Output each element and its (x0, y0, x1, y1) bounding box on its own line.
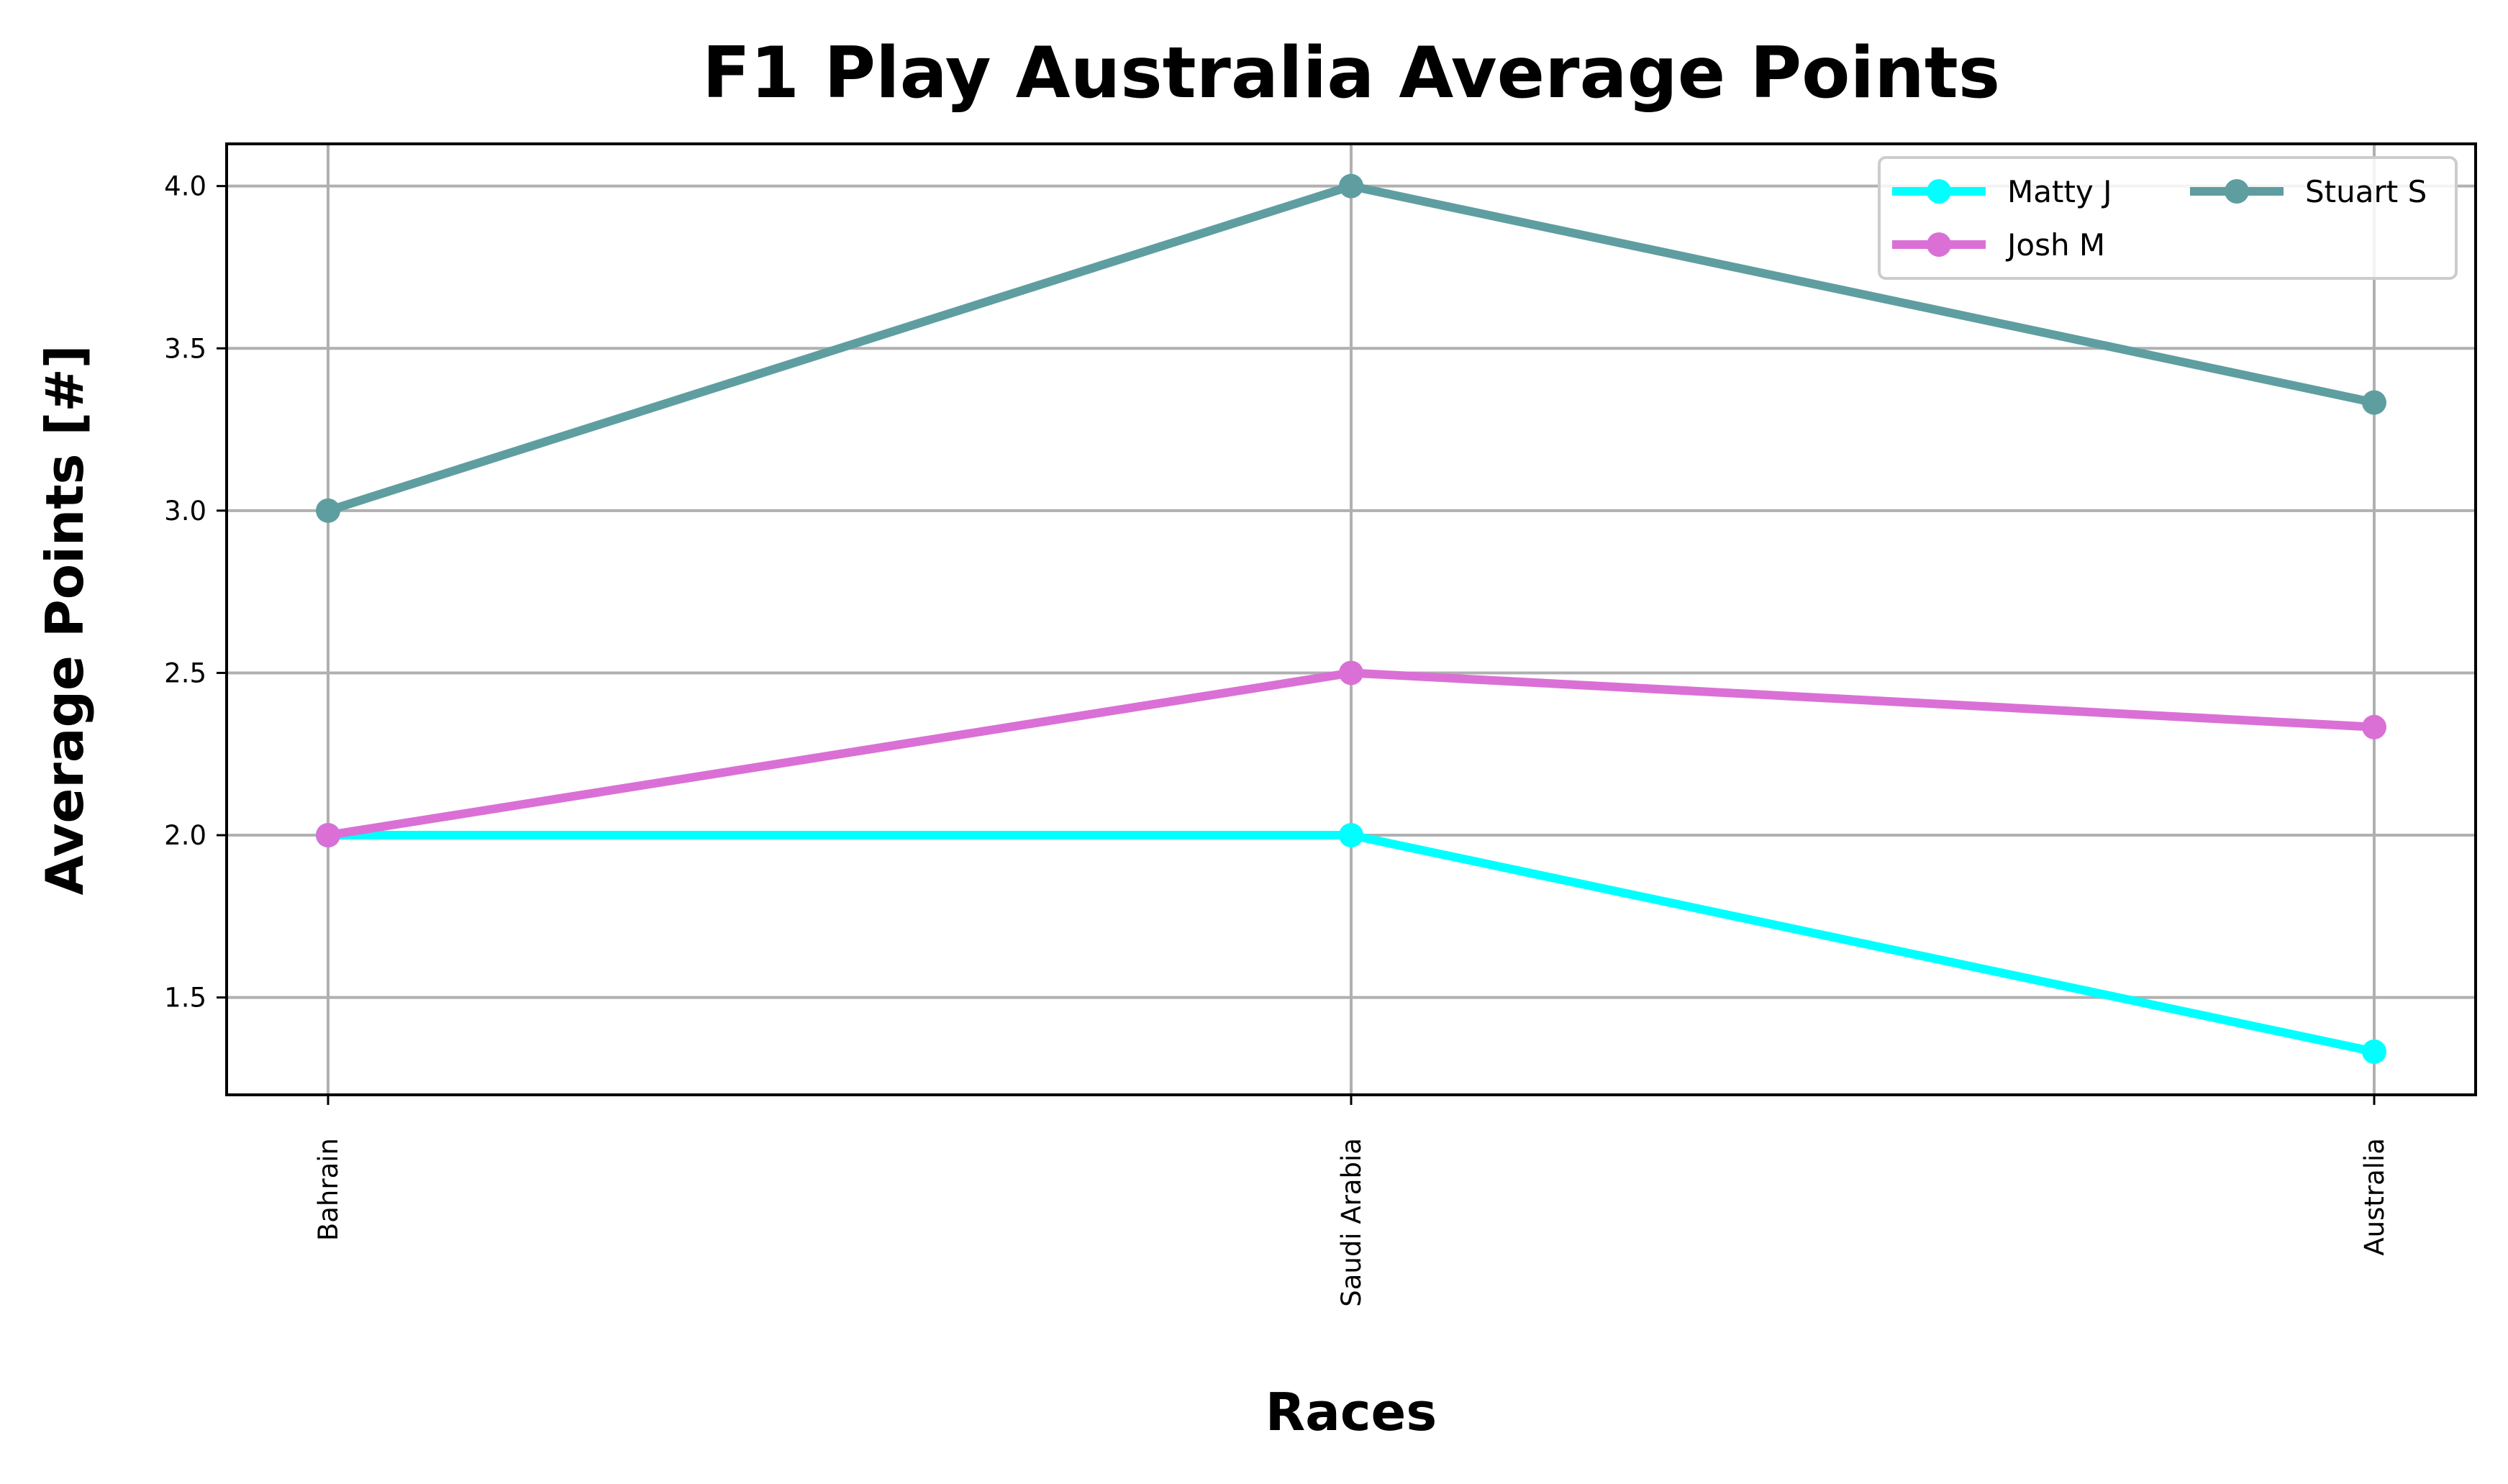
series-josh-m (316, 660, 2386, 848)
data-point (1339, 823, 1363, 848)
legend-label: Stuart S (2305, 174, 2427, 209)
y-tick-label: 2.0 (164, 820, 206, 851)
legend-box (1878, 156, 2458, 280)
legend-label: Matty J (2007, 174, 2112, 209)
x-tick-label: Saudi Arabia (1336, 1138, 1367, 1307)
series-group (316, 173, 2386, 1064)
legend-swatch-marker (1927, 232, 1951, 257)
y-tick-label: 1.5 (164, 983, 206, 1014)
y-axis-label: Average Points [#] (35, 345, 95, 895)
legend-item: Josh M (1892, 227, 2105, 263)
data-point (2362, 390, 2386, 415)
chart-title: F1 Play Australia Average Points (702, 32, 2000, 114)
data-point (2362, 714, 2386, 739)
legend-swatch-marker (2225, 179, 2249, 204)
legend: Matty J Josh M Stuart S (1878, 156, 2458, 280)
axes: 1.5 2.0 2.5 3.0 3.5 4.0 Bahrain Saudi Arabia Aus… (164, 142, 2477, 1307)
legend-item: Stuart S (2190, 174, 2427, 209)
data-point (1339, 173, 1363, 199)
plot-frame (225, 142, 2477, 1096)
y-tick-label: 3.0 (164, 496, 206, 527)
y-tick-label: 2.5 (164, 657, 206, 688)
x-tick-label: Australia (2359, 1138, 2390, 1256)
legend-item: Matty J (1892, 174, 2112, 209)
data-point (316, 498, 340, 523)
x-axis-label: Races (1266, 1382, 1437, 1442)
legend-label: Josh M (2005, 227, 2105, 263)
y-tick-label: 4.0 (164, 171, 206, 202)
data-point (316, 823, 340, 848)
data-point (2362, 1039, 2386, 1064)
series-stuart-s (316, 173, 2386, 523)
legend-swatch-marker (1927, 179, 1951, 204)
x-tick-label: Bahrain (313, 1138, 344, 1241)
y-tick-label: 3.5 (164, 333, 206, 364)
data-point (1339, 660, 1363, 686)
